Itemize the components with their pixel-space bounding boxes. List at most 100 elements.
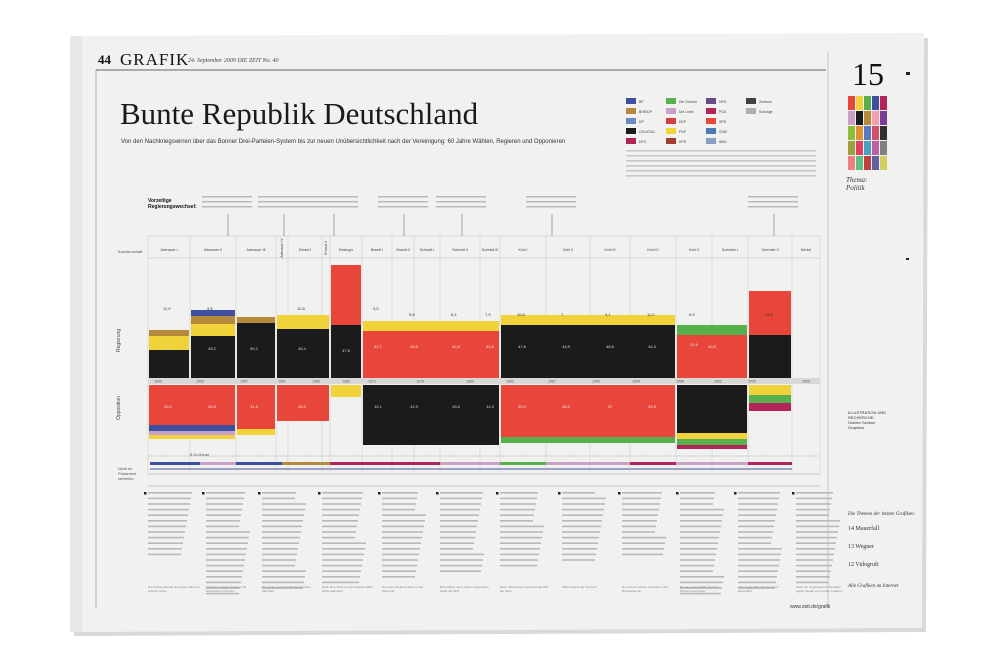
text-line	[206, 554, 246, 556]
headline-title: Bunte Republik Deutschland	[120, 96, 478, 132]
text-line	[440, 526, 477, 528]
text-column-snippet: 1983 beginnt die Ära Kohl.	[562, 586, 614, 590]
text-line	[680, 492, 715, 494]
year-label: 1965	[312, 380, 320, 384]
page-number: 44	[98, 52, 111, 68]
text-line	[680, 509, 724, 511]
year-label: 1957	[240, 380, 248, 384]
color-swatch	[848, 126, 855, 140]
nonparliament-bar	[630, 462, 676, 465]
text-line	[680, 570, 713, 572]
callout-text-line	[526, 206, 576, 208]
year-label: 1972	[368, 380, 376, 384]
text-line	[262, 565, 295, 567]
chancellor-name: Schmidt II	[452, 248, 468, 252]
fdp-opposition-bar	[749, 385, 791, 395]
spd-government-bar	[331, 265, 361, 325]
text-line	[322, 554, 364, 556]
color-swatch	[872, 156, 879, 170]
text-column-snippet: Das Fehlen einer starken Opposition stär…	[440, 586, 492, 593]
chancellor-name: Brandt I	[371, 248, 383, 252]
callout-text-line	[378, 201, 428, 203]
text-line	[322, 565, 362, 567]
legend-fineprint-line	[626, 165, 816, 167]
legend-swatch	[666, 138, 676, 144]
government-value-label: 45,2	[208, 346, 217, 351]
dp-government-bar	[149, 330, 189, 336]
legend-fineprint-line	[626, 170, 816, 172]
legend-fineprint-line	[626, 160, 816, 162]
fdp-value-label: 9,5	[373, 306, 379, 311]
text-line	[562, 492, 595, 494]
registration-mark	[906, 72, 910, 75]
text-line	[796, 559, 833, 561]
nonparliament-bar	[630, 468, 676, 470]
text-line	[440, 548, 473, 550]
government-value-label: 47,6	[342, 348, 351, 353]
text-line	[622, 509, 659, 511]
legend-swatch	[666, 128, 676, 134]
text-line	[382, 531, 423, 533]
text-line	[562, 559, 595, 561]
government-value-label: 48,8	[606, 344, 615, 349]
right-column-item: Alle Grafiken im Internet	[848, 584, 898, 589]
text-line	[262, 520, 303, 522]
fdp-value-label: 11,0	[647, 312, 655, 317]
text-line	[680, 537, 719, 539]
government-value-label: 42,6	[452, 344, 461, 349]
text-column-bullet	[436, 492, 439, 495]
text-line	[562, 542, 598, 544]
legend-label: PDS	[719, 110, 727, 114]
government-heading: Vorzeitige Regierungswechsel:	[148, 198, 194, 210]
government-value-label: 42,7	[374, 344, 383, 349]
text-line	[680, 576, 724, 578]
right-page-number: 15	[852, 56, 884, 93]
callout-text-line	[308, 201, 358, 203]
dateline: 24. September 2009 DIE ZEIT No. 40	[188, 58, 279, 64]
chancellor-name: Adenauer IV	[280, 238, 284, 258]
color-swatch	[864, 156, 871, 170]
text-column-bullet	[734, 492, 737, 495]
text-line	[148, 531, 185, 533]
legend-swatch	[626, 118, 636, 124]
text-line	[206, 514, 241, 516]
text-line	[562, 531, 600, 533]
fdp-government-bar	[277, 315, 329, 329]
dp-government-bar	[191, 316, 235, 324]
credits: ILLUSTRATION UND RECHERCHE: Golden Secti…	[848, 410, 888, 430]
callout-text-line	[308, 206, 358, 208]
text-line	[322, 509, 360, 511]
text-line	[622, 548, 664, 550]
cdu-government-bar	[149, 350, 189, 381]
text-line	[262, 542, 299, 544]
text-line	[796, 520, 840, 522]
text-line	[206, 531, 250, 533]
legend-swatch	[666, 98, 676, 104]
legend-swatch	[626, 108, 636, 114]
text-line	[738, 554, 781, 556]
legend-swatch	[706, 118, 716, 124]
legend-label: KPD	[679, 140, 687, 144]
opposition-value-label: 33,5	[648, 404, 657, 409]
text-line	[680, 565, 714, 567]
text-line	[500, 565, 537, 567]
text-line	[680, 520, 722, 522]
opposition-value-label: 44,9	[410, 404, 419, 409]
chancellor-name: Erhard II	[324, 241, 328, 254]
legend-fineprint-line	[626, 150, 816, 152]
fdp-value-label: 12,8	[297, 306, 305, 311]
text-line	[622, 503, 660, 505]
gruene-government-bar	[677, 325, 747, 335]
text-line	[796, 576, 830, 578]
fdp-value-label: 9,1	[605, 312, 611, 317]
nonparliament-bar	[282, 462, 330, 465]
minor-party-opposition-bar	[149, 431, 235, 435]
year-label: 2009	[802, 380, 810, 384]
text-line	[148, 514, 188, 516]
right-column-item: 13 Wegner	[848, 544, 874, 550]
fdp-value-label: 7,9	[485, 312, 491, 317]
legend-swatch	[706, 108, 716, 114]
text-line	[622, 520, 657, 522]
text-line	[500, 492, 538, 494]
text-line	[562, 537, 599, 539]
